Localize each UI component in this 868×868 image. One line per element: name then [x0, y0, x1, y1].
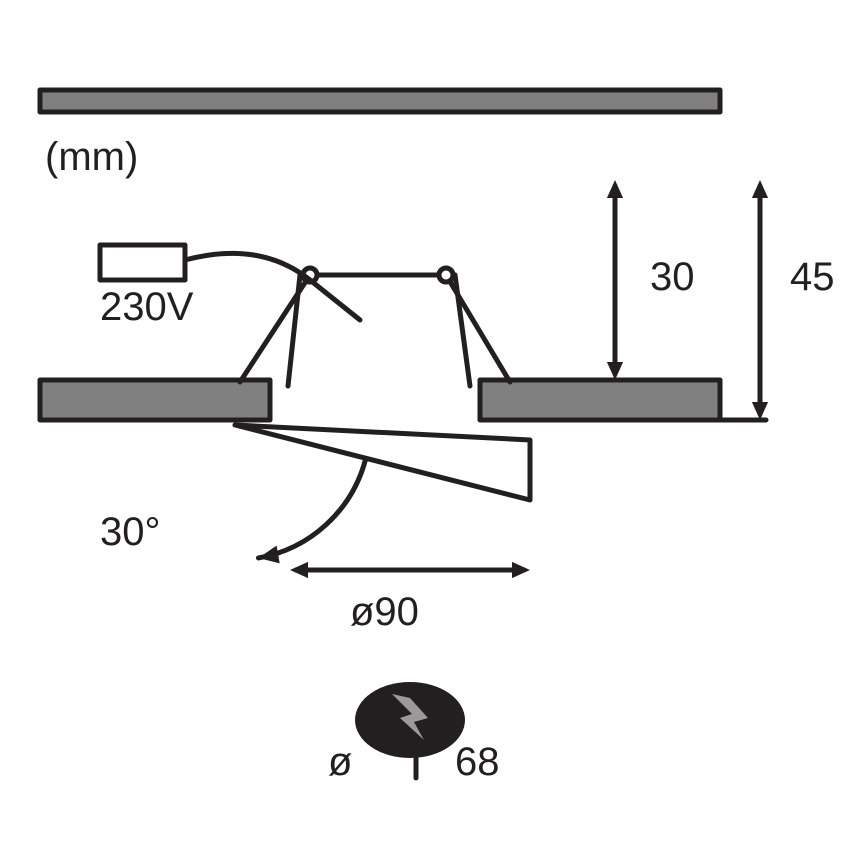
angle-label: 30°	[100, 510, 161, 555]
dim-45-label: 45	[790, 255, 835, 300]
voltage-label: 230V	[100, 285, 193, 330]
diagram-svg	[0, 0, 868, 868]
dim-30-label: 30	[650, 255, 695, 300]
drill-diameter-symbol: ø	[328, 740, 352, 785]
diameter-label: ø90	[350, 590, 419, 635]
drill-diameter-label: 68	[455, 740, 500, 785]
unit-label: (mm)	[45, 135, 138, 180]
diagram-canvas: (mm) 230V 30 45 30° ø90 ø 68	[0, 0, 868, 868]
